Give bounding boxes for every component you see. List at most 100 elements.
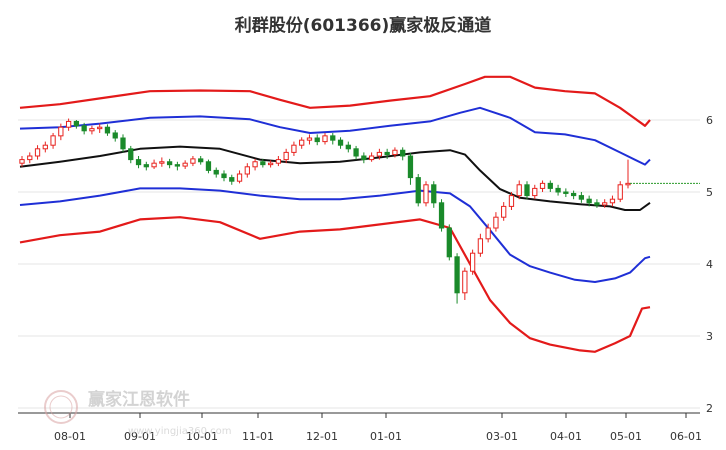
candle-body — [291, 144, 297, 153]
candle-body — [50, 135, 56, 146]
x-tick-label: 04-01 — [550, 430, 582, 443]
candle-body — [345, 144, 351, 150]
candle-body — [532, 187, 538, 197]
watermark-url: www.yingjia360.com — [128, 426, 232, 437]
x-tick-label: 09-01 — [124, 430, 156, 443]
candle-body — [34, 148, 41, 157]
candle-body — [407, 155, 414, 179]
candle-body — [260, 161, 266, 166]
watermark-brand: 赢家江恩软件 — [88, 389, 190, 410]
candle-body — [174, 164, 181, 167]
candle-body — [65, 120, 72, 128]
outer-lower-band — [19, 216, 651, 353]
x-tick-label: 05-01 — [610, 430, 642, 443]
candle-body — [205, 161, 212, 171]
candle-body — [128, 148, 134, 161]
x-tick-label: 10-01 — [186, 430, 218, 443]
candle-body — [330, 135, 336, 141]
x-tick-label: 06-01 — [670, 430, 702, 443]
candle-body — [314, 137, 320, 143]
grid — [18, 119, 700, 409]
candle-body — [438, 202, 445, 229]
candle-body — [81, 125, 87, 132]
candle-body — [182, 162, 188, 167]
candle-body — [617, 184, 623, 200]
candle-body — [485, 227, 491, 240]
candle-body — [516, 184, 522, 197]
candle-body — [594, 202, 600, 206]
candle-body — [493, 216, 499, 229]
candle-body — [283, 151, 289, 161]
candle-body — [501, 205, 507, 218]
candle-body — [89, 128, 95, 132]
candle-body — [508, 195, 515, 207]
candle-body — [609, 198, 616, 204]
candle-body — [236, 173, 243, 182]
candle-body — [166, 161, 173, 166]
x-tick-label: 12-01 — [306, 430, 338, 443]
candle-body — [446, 227, 452, 258]
candle-body — [415, 177, 421, 204]
candle-body — [299, 139, 305, 146]
y-tick-label: 6 — [706, 114, 713, 127]
candle-body — [229, 177, 235, 182]
candle-body — [602, 202, 608, 206]
candle-body — [477, 238, 484, 254]
candle-body — [213, 169, 219, 175]
y-tick-label: 5 — [706, 186, 713, 199]
candle-body — [392, 149, 398, 156]
candle-body — [469, 252, 476, 272]
candles — [19, 118, 631, 304]
candle-body — [151, 162, 157, 168]
candle-body — [27, 155, 33, 161]
candle-body — [586, 198, 592, 204]
candle-body — [244, 166, 250, 175]
candle-body — [454, 256, 460, 294]
candle-body — [112, 132, 118, 139]
x-tick-label: 11-01 — [242, 430, 274, 443]
y-tick-label: 4 — [706, 258, 713, 271]
candle-body — [625, 182, 631, 186]
candle-body — [19, 159, 25, 164]
candle-body — [73, 120, 80, 127]
candle-body — [462, 270, 468, 294]
candle-body — [42, 144, 48, 150]
x-axis: 08-01 09-01 10-01 11-01 12-01 01-01 03-01 04-01… — [18, 412, 702, 443]
candle-body — [539, 182, 546, 189]
watermark-logo — [44, 390, 78, 424]
candle-body — [104, 126, 111, 134]
candle-body — [384, 151, 390, 156]
inner-lower-band — [19, 187, 651, 283]
candle-body — [563, 191, 569, 194]
candle-body — [58, 126, 64, 137]
candle-body — [376, 151, 383, 157]
candle-body — [337, 139, 344, 146]
x-tick-label: 03-01 — [486, 430, 518, 443]
x-tick-label: 01-01 — [370, 430, 402, 443]
candle-body — [190, 158, 196, 164]
candle-body — [135, 159, 142, 166]
channel-bands — [19, 75, 651, 353]
candle-body — [120, 137, 126, 150]
candle-body — [221, 173, 227, 179]
y-tick-label: 3 — [706, 330, 713, 343]
candle-body — [423, 184, 429, 204]
candle-body — [555, 187, 561, 193]
candle-body — [306, 137, 313, 141]
candle-body — [275, 159, 282, 164]
candle-body — [570, 192, 577, 197]
candle-body — [361, 155, 367, 161]
y-tick-label: 2 — [706, 402, 713, 415]
candle-body — [143, 164, 149, 168]
candle-body — [578, 195, 585, 200]
x-tick-label: 08-01 — [54, 430, 86, 443]
candle-body — [97, 126, 103, 130]
chart-title: 利群股份(601366)赢家极反通道 — [235, 15, 492, 36]
candle-body — [547, 182, 553, 189]
candle-body — [198, 158, 204, 163]
outer-upper-band — [19, 75, 651, 127]
candle-body — [267, 162, 274, 166]
y-axis: 6 5 4 3 2 — [706, 114, 713, 415]
inner-upper-band — [19, 106, 651, 166]
